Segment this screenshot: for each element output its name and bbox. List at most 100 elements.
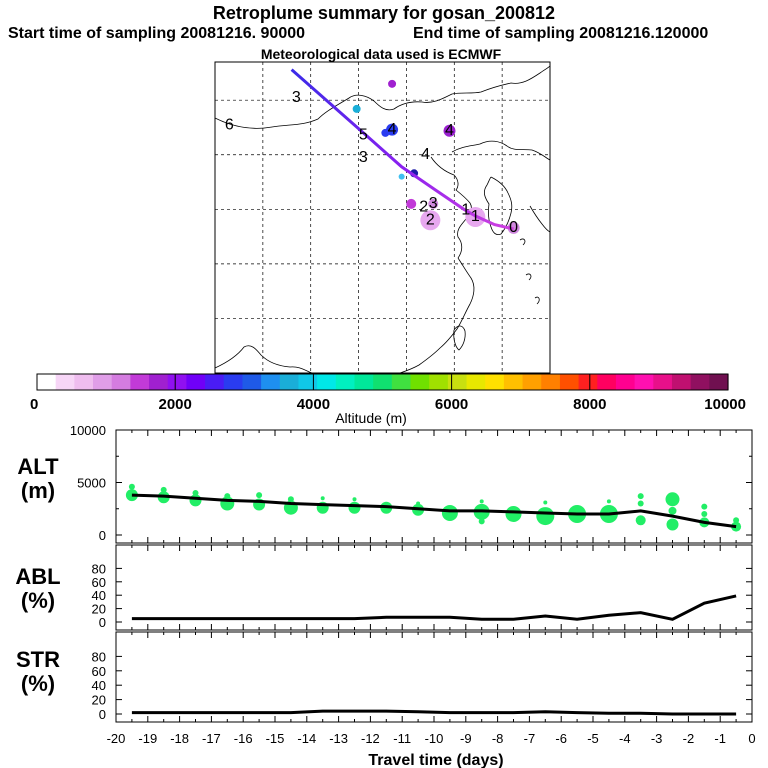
coastline-bohai [430, 156, 472, 259]
colorbar-segment [671, 374, 692, 390]
plume-marker [428, 198, 439, 209]
series-line-abl [131, 594, 737, 621]
x-tick-label: -7 [524, 731, 536, 746]
colorbar-segment [578, 374, 598, 390]
panel-frame [115, 631, 753, 723]
colorbar-tick-label: 0 [30, 396, 38, 413]
coastline-east-china [399, 257, 475, 374]
day-label: 3 [292, 89, 301, 106]
altitude-plume-point [666, 518, 679, 531]
panel-ylabel: STR [16, 647, 60, 672]
start-time-label: Start time of sampling 20081216. 90000 [8, 25, 306, 42]
altitude-plume-point [536, 507, 555, 526]
day-label: 1 [471, 208, 480, 225]
altitude-plume-point [224, 493, 231, 500]
x-tick-label: -13 [329, 731, 348, 746]
altitude-plume-point [668, 506, 677, 515]
series-line-str [131, 709, 737, 716]
plume-marker [352, 104, 361, 113]
colorbar-segment [205, 374, 225, 390]
plume-density-markers [352, 79, 520, 234]
altitude-plume-point [160, 486, 167, 493]
met-data-label: Meteorological data used is ECMWF [260, 46, 502, 62]
x-tick-label: -12 [361, 731, 380, 746]
colorbar-segment [298, 374, 318, 390]
colorbar-segment [410, 374, 430, 390]
altitude-plume-point [416, 501, 421, 506]
colorbar-segment [541, 374, 561, 390]
altitude-plume-point [637, 500, 644, 507]
colorbar-segment [130, 374, 150, 390]
panel-ylabel: (m) [21, 478, 55, 503]
coastline-japan [529, 205, 551, 233]
colorbar-segment [93, 374, 113, 390]
end-time-label: End time of sampling 20081216.120000 [413, 25, 709, 42]
altitude-plume-point [701, 511, 708, 517]
x-tick-label: -18 [170, 731, 189, 746]
y-tick-label: 80 [92, 649, 106, 664]
altitude-plume-point [189, 494, 202, 507]
coastline-taiwan [453, 325, 466, 351]
altitude-plume-point [128, 483, 135, 490]
coastline-korea [483, 176, 513, 235]
altitude-plume-point [441, 504, 458, 521]
y-tick-label: 60 [92, 575, 106, 590]
colorbar-segment [653, 374, 673, 390]
x-tick-label: -16 [234, 731, 253, 746]
x-tick-label: -6 [555, 731, 567, 746]
coastlines [214, 65, 551, 374]
colorbar-segment [709, 374, 729, 390]
x-tick-label: -2 [683, 731, 695, 746]
day-label: 2 [426, 211, 435, 228]
y-tick-label: 0 [99, 615, 106, 630]
colorbar-segment [335, 374, 356, 390]
colorbar-segment [559, 374, 580, 390]
altitude-plume-point [320, 496, 325, 501]
colorbar-segment [503, 374, 524, 390]
plume-marker [420, 210, 441, 231]
colorbar-segment [37, 374, 57, 390]
day-label: 2 [419, 198, 428, 215]
y-tick-label: 0 [99, 707, 106, 722]
x-tick-label: -17 [202, 731, 221, 746]
x-tick-label: -14 [297, 731, 316, 746]
colorbar-tick-label: 10000 [704, 396, 746, 413]
altitude-plume-point [505, 506, 522, 522]
x-tick-label: 0 [748, 731, 755, 746]
day-label: 5 [359, 126, 368, 143]
y-tick-label: 60 [92, 664, 106, 679]
plot-title: Retroplume summary for gosan_200812 [212, 3, 556, 23]
colorbar-segment [186, 374, 206, 390]
x-tick-label: -20 [107, 731, 126, 746]
colorbar-segment [149, 374, 169, 390]
x-tick-label: -9 [460, 731, 472, 746]
colorbar-tick-label: 2000 [159, 396, 192, 413]
plume-marker [388, 79, 397, 88]
day-label: 4 [421, 146, 430, 163]
x-tick-label: -11 [393, 731, 411, 746]
panel-alt: 10000 5000 0 ALT(m) [17, 423, 753, 544]
day-label: 6 [225, 117, 234, 134]
colorbar-segment [615, 374, 636, 390]
altitude-plume-point [637, 493, 644, 500]
altitude-plume-point [635, 515, 646, 526]
colorbar-segment [522, 374, 542, 390]
map-grid [215, 62, 550, 373]
colorbar-xlabel: Altitude (m) [335, 410, 407, 426]
x-tick-label: -15 [266, 731, 285, 746]
colorbar-segment [429, 374, 449, 390]
altitude-plume-point [287, 496, 294, 503]
x-tick-label: -8 [492, 731, 504, 746]
coastline-north-border [214, 65, 551, 129]
colorbar-segment [373, 374, 393, 390]
altitude-colorbar: 0 2000 4000 6000 8000 10000 Altitude (m) [30, 373, 746, 426]
y-tick-label: 40 [92, 588, 106, 603]
day-label: 0 [509, 219, 518, 236]
panel-ylabel: (%) [21, 588, 55, 613]
colorbar-tick-label: 8000 [573, 396, 606, 413]
altitude-plume-point [606, 499, 611, 504]
altitude-plume-point [479, 499, 484, 504]
